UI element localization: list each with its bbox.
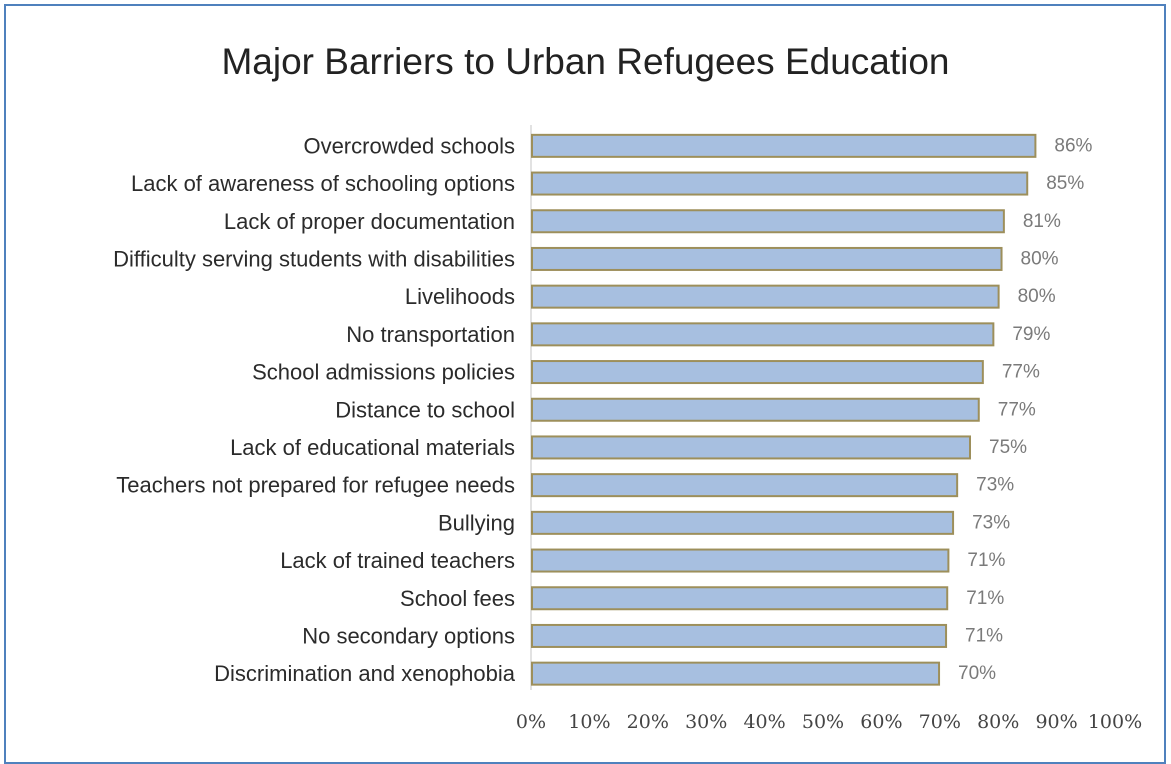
chart-title: Major Barriers to Urban Refugees Educati… (221, 41, 950, 82)
bar (531, 661, 941, 686)
category-label: Teachers not prepared for refugee needs (116, 473, 515, 498)
x-axis-ticks: 0% 10% 20% 30% 40% 50% 60% 70% 80% 90% 100% (516, 711, 1142, 733)
category-label: School admissions policies (252, 360, 515, 385)
value-label: 71% (967, 550, 1005, 571)
category-labels: Overcrowded schools Lack of awareness of … (113, 133, 516, 686)
category-label: Lack of trained teachers (280, 548, 515, 573)
category-label: Discrimination and xenophobia (214, 661, 516, 686)
value-label: 73% (972, 512, 1010, 533)
value-label: 81% (1023, 211, 1061, 232)
bar (531, 435, 971, 460)
bar (531, 209, 1005, 234)
category-label: Lack of educational materials (230, 435, 515, 460)
value-label: 73% (976, 475, 1014, 496)
x-tick-label: 0% (516, 711, 546, 733)
category-label: Difficulty serving students with disabil… (113, 246, 515, 271)
category-label: Distance to school (335, 397, 515, 422)
value-label: 80% (1021, 248, 1059, 269)
bar (531, 171, 1029, 196)
value-label: 71% (966, 588, 1004, 609)
category-label: No secondary options (302, 623, 515, 648)
x-tick-label: 10% (568, 711, 610, 733)
bar (531, 623, 948, 648)
x-tick-label: 50% (802, 711, 844, 733)
category-label: School fees (400, 586, 515, 611)
value-label: 77% (998, 399, 1036, 420)
category-label: Lack of proper documentation (224, 209, 515, 234)
value-label: 86% (1054, 135, 1092, 156)
value-label: 79% (1012, 324, 1050, 345)
value-labels: 86% 85% 81% 80% 80% 79% 77% 77% 75% 73% 73% 71% 71% 7… (958, 135, 1092, 684)
bar-chart: Overcrowded schools Lack of awareness of … (113, 125, 1142, 733)
bar (531, 397, 980, 422)
bar (531, 246, 1003, 271)
x-tick-label: 90% (1035, 711, 1077, 733)
x-tick-label: 100% (1088, 711, 1142, 733)
x-tick-label: 40% (743, 711, 785, 733)
category-label: No transportation (346, 322, 515, 347)
bar (531, 133, 1037, 158)
value-label: 85% (1046, 173, 1084, 194)
bar (531, 548, 950, 573)
bar (531, 586, 949, 611)
bars-layer (531, 133, 1037, 686)
x-tick-label: 20% (627, 711, 669, 733)
x-tick-label: 70% (919, 711, 961, 733)
value-label: 80% (1018, 286, 1056, 307)
bar (531, 284, 1000, 309)
value-label: 75% (989, 437, 1027, 458)
category-label: Overcrowded schools (303, 133, 515, 158)
bar (531, 322, 995, 347)
bar (531, 510, 955, 535)
value-label: 77% (1002, 362, 1040, 383)
x-tick-label: 80% (977, 711, 1019, 733)
x-tick-label: 30% (685, 711, 727, 733)
category-label: Lack of awareness of schooling options (131, 171, 515, 196)
value-label: 71% (965, 625, 1003, 646)
bar (531, 360, 984, 385)
x-tick-label: 60% (860, 711, 902, 733)
category-label: Bullying (438, 510, 515, 535)
bar (531, 473, 959, 498)
category-label: Livelihoods (405, 284, 515, 309)
value-label: 70% (958, 663, 996, 684)
